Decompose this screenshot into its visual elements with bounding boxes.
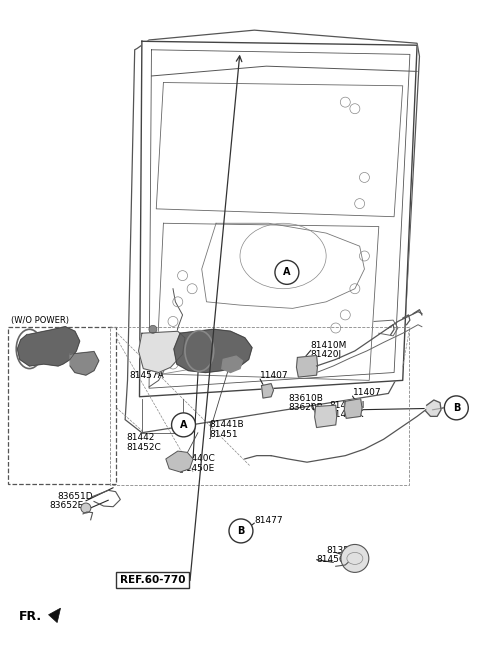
Polygon shape [426,400,441,417]
Text: 81420K: 81420K [329,410,363,419]
Text: (W/O POWER): (W/O POWER) [11,316,69,325]
Text: 81410M: 81410M [311,341,347,350]
Circle shape [444,396,468,420]
Text: 81477: 81477 [254,516,283,525]
Text: 81456C: 81456C [37,420,72,429]
Text: REF.60-770: REF.60-770 [120,575,185,585]
Text: 81451: 81451 [209,430,238,439]
Bar [116,573,189,588]
Circle shape [275,260,299,284]
Text: 11407: 11407 [352,388,381,397]
Bar [8,327,116,483]
Text: 81441B: 81441B [209,420,243,430]
Text: 83651D: 83651D [57,492,93,501]
Text: 81410N: 81410N [329,401,364,410]
Text: 82730C: 82730C [27,438,62,446]
Text: 83655C: 83655C [199,341,234,350]
Text: 81451: 81451 [36,385,63,394]
Circle shape [341,544,369,573]
Text: FR.: FR. [19,609,42,623]
Text: 81457A: 81457A [129,371,164,380]
Polygon shape [262,384,274,398]
Circle shape [81,503,91,513]
Polygon shape [344,399,362,419]
Polygon shape [174,329,252,373]
Text: 81477: 81477 [68,431,96,440]
Text: 81440C: 81440C [180,455,215,463]
Polygon shape [222,356,242,373]
Text: 81440C: 81440C [27,407,59,417]
Circle shape [149,325,157,333]
Polygon shape [70,352,99,375]
Text: 81350: 81350 [326,546,355,555]
Text: 81442: 81442 [126,434,155,443]
Circle shape [90,421,98,429]
Polygon shape [17,327,80,366]
Polygon shape [139,331,185,373]
Text: A: A [180,420,187,430]
Polygon shape [297,356,318,377]
Text: 83610B: 83610B [289,394,324,403]
Text: 81450E: 81450E [180,464,215,472]
Text: 83665C: 83665C [199,350,234,359]
Polygon shape [166,451,193,472]
Circle shape [171,413,195,437]
Text: B: B [237,526,245,536]
Text: 83620B: 83620B [289,403,324,413]
Polygon shape [140,41,417,397]
Circle shape [84,426,92,434]
Text: 81452C: 81452C [126,443,161,451]
Bar [110,327,409,485]
Text: A: A [283,268,291,277]
Text: B: B [453,403,460,413]
Text: 83652E: 83652E [49,501,84,510]
Text: 81420J: 81420J [311,350,342,359]
Text: 85705B: 85705B [53,466,88,475]
Text: 81450E: 81450E [27,417,59,426]
Polygon shape [48,608,60,623]
Text: 11407: 11407 [260,371,289,380]
Text: 81456C: 81456C [317,555,351,564]
Ellipse shape [86,466,99,475]
Circle shape [229,519,253,543]
Text: 81441B: 81441B [36,376,69,385]
Polygon shape [315,405,336,428]
